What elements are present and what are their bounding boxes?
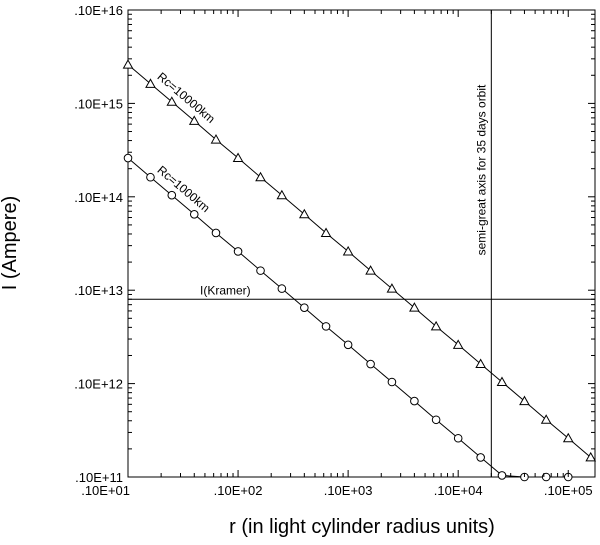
series-layer: Rc=10000km Rc=1000km [122,59,597,482]
x-axis-title: r (in light cylinder radius units) [229,516,495,538]
y-axis-title: I (Ampere) [0,196,21,290]
data-point-triangle [166,96,178,106]
y-tick-label: .10E+15 [74,96,123,111]
data-point-triangle [320,227,332,237]
series-line [127,64,592,458]
data-point-circle [453,433,463,443]
ticks-layer: .10E+11 .10E+12 .10E+13 .10E+14 .10E+15 .10E+… [74,3,595,498]
x-tick-label: .10E+01 [81,483,130,498]
data-point-circle [123,153,133,163]
data-point-circle [189,209,199,219]
y-tick-label: .10E+12 [74,377,123,392]
series-2: Rc=1000km [123,153,573,482]
x-tick-label: .10E+05 [544,483,593,498]
data-point-triangle [145,78,156,88]
data-point-triangle [496,376,508,387]
data-point-circle [321,322,331,331]
data-point-circle [366,359,375,369]
reference-lines: I(Kramer) semi-great axis for 35 days orb… [128,10,595,477]
data-point-circle [300,303,309,312]
data-point-triangle [232,152,244,163]
data-point-circle [431,415,441,425]
series-1: Rc=10000km [122,59,597,462]
data-point-triangle [342,245,354,256]
data-point-triangle [452,339,464,349]
data-point-triangle [430,320,442,331]
x-tick-label: .10E+02 [214,483,263,498]
y-tick-label: .10E+16 [74,3,123,18]
data-point-circle [343,340,353,350]
y-tick-label: .10E+14 [74,190,123,205]
data-point-triangle [540,414,552,424]
data-point-triangle [409,302,420,312]
data-point-triangle [276,189,288,200]
data-point-circle [146,172,155,182]
data-point-triangle [122,59,134,69]
data-point-circle [211,228,221,238]
data-point-triangle [188,115,200,125]
data-point-triangle [386,283,398,293]
data-point-triangle [585,451,597,462]
series-label: Rc=1000km [155,163,213,215]
y-tick-label: .10E+13 [74,283,123,298]
series-label: Rc=10000km [155,69,218,126]
data-point-triangle [562,432,574,443]
data-point-triangle [365,265,376,275]
data-point-triangle [519,395,530,406]
orbit-reference-label: semi-great axis for 35 days orbit [474,84,488,255]
data-point-circle [167,190,177,200]
data-point-circle [497,471,507,480]
data-point-circle [233,247,243,256]
data-point-triangle [210,134,222,144]
plot-frame [127,9,596,478]
data-point-circle [256,266,265,275]
y-tick-label: .10E+11 [75,470,123,485]
kramer-reference-label: I(Kramer) [200,283,251,297]
data-point-circle [277,284,287,293]
data-point-triangle [298,208,310,219]
data-point-circle [387,377,397,387]
data-point-circle [476,453,485,462]
data-point-circle [410,396,419,406]
x-tick-label: .10E+03 [324,483,373,498]
data-point-triangle [255,171,266,182]
x-tick-label: .10E+04 [434,483,483,498]
data-point-triangle [475,358,487,369]
